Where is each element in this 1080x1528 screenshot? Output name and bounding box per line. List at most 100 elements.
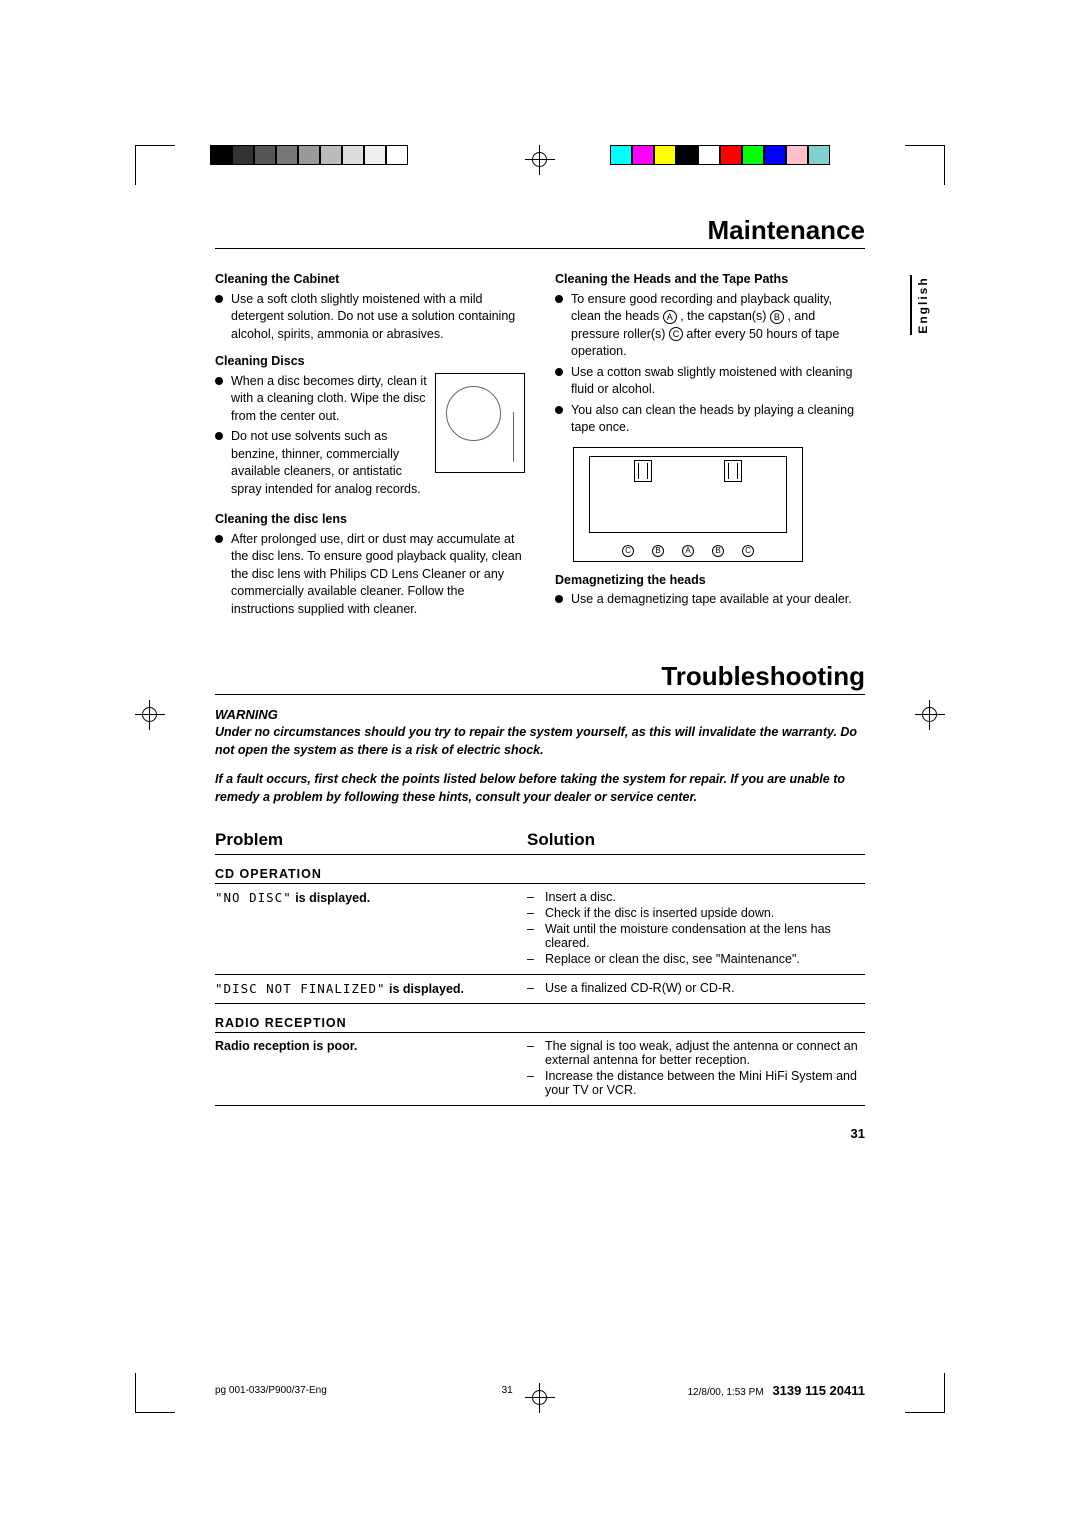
bullet-item: After prolonged use, dirt or dust may ac… [215, 531, 525, 619]
heads-subhead: Cleaning the Heads and the Tape Paths [555, 271, 865, 289]
dash-icon: – [527, 906, 545, 920]
trouble-solution: –The signal is too weak, adjust the ante… [527, 1039, 865, 1099]
bullet-item: Use a demagnetizing tape available at yo… [555, 591, 865, 609]
crosshair-icon [135, 700, 165, 730]
trouble-solution: –Use a finalized CD-R(W) or CD-R. [527, 981, 865, 997]
dash-icon: – [527, 1039, 545, 1067]
trouble-solution: –Insert a disc.–Check if the disc is ins… [527, 890, 865, 968]
trouble-row: "NO DISC" is displayed. –Insert a disc.–… [215, 884, 865, 975]
language-tab: English [910, 275, 930, 335]
warning-label: WARNING [215, 707, 865, 722]
bullet-icon [215, 432, 223, 440]
solution-text: Replace or clean the disc, see "Maintena… [545, 952, 800, 966]
color-bar-grayscale [210, 145, 408, 165]
color-bar-cmyk [610, 145, 830, 165]
col-problem-header: Problem [215, 830, 527, 850]
bullet-text: After prolonged use, dirt or dust may ac… [231, 531, 525, 619]
bullet-item: You also can clean the heads by playing … [555, 402, 865, 437]
circled-letter-a: A [663, 310, 677, 324]
trouble-problem: "DISC NOT FINALIZED" is displayed. [215, 981, 527, 997]
bullet-icon [215, 295, 223, 303]
bullet-icon [215, 535, 223, 543]
maintenance-heading: Maintenance [215, 215, 865, 249]
bullet-item: To ensure good recording and playback qu… [555, 291, 865, 361]
dash-icon: – [527, 922, 545, 950]
footer-code: 3139 115 20411 [772, 1383, 865, 1398]
solution-text: Insert a disc. [545, 890, 616, 904]
trouble-table-header: Problem Solution [215, 830, 865, 855]
col-solution-header: Solution [527, 830, 595, 850]
bullet-icon [555, 295, 563, 303]
solution-item: –Insert a disc. [527, 890, 865, 904]
trouble-row: Radio reception is poor. –The signal is … [215, 1033, 865, 1106]
corner-mark [135, 145, 175, 185]
bullet-item: Use a cotton swab slightly moistened wit… [555, 364, 865, 399]
bullet-text: Use a soft cloth slightly moistened with… [231, 291, 525, 344]
problem-tail: is displayed. [292, 891, 371, 905]
bullet-text: When a disc becomes dirty, clean it with… [231, 373, 427, 426]
troubleshooting-heading: Troubleshooting [215, 661, 865, 695]
problem-tail: is displayed. [386, 982, 465, 996]
dash-icon: – [527, 981, 545, 995]
cabinet-subhead: Cleaning the Cabinet [215, 271, 525, 289]
radio-section-label: RADIO RECEPTION [215, 1010, 865, 1033]
lcd-text: "NO DISC" [215, 890, 292, 905]
footer-date: 12/8/00, 1:53 PM [687, 1387, 763, 1398]
footer-right: 12/8/00, 1:53 PM 3139 115 20411 [687, 1383, 865, 1398]
maintenance-right-column: Cleaning the Heads and the Tape Paths To… [555, 261, 865, 621]
maintenance-left-column: Cleaning the Cabinet Use a soft cloth sl… [215, 261, 525, 621]
warning-text: Under no circumstances should you try to… [215, 724, 865, 759]
disc-cleaning-illustration [435, 373, 525, 473]
bullet-text: You also can clean the heads by playing … [571, 402, 865, 437]
warning-text: If a fault occurs, first check the point… [215, 771, 865, 806]
discs-subhead: Cleaning Discs [215, 353, 525, 371]
solution-item: –Increase the distance between the Mini … [527, 1069, 865, 1097]
maintenance-columns: Cleaning the Cabinet Use a soft cloth sl… [215, 261, 865, 621]
solution-item: –Use a finalized CD-R(W) or CD-R. [527, 981, 865, 995]
tape-heads-illustration: CBABC [573, 447, 803, 562]
bullet-icon [215, 377, 223, 385]
crosshair-icon [525, 145, 555, 175]
corner-mark [135, 1373, 175, 1413]
solution-text: Wait until the moisture condensation at … [545, 922, 865, 950]
bullet-item: Do not use solvents such as benzine, thi… [215, 428, 427, 498]
bullet-icon [555, 406, 563, 414]
footer-page: 31 [502, 1385, 513, 1396]
footer: pg 001-033/P900/37-Eng 31 12/8/00, 1:53 … [215, 1383, 865, 1398]
bullet-text: Do not use solvents such as benzine, thi… [231, 428, 427, 498]
bullet-item: Use a soft cloth slightly moistened with… [215, 291, 525, 344]
dash-icon: – [527, 952, 545, 966]
solution-text: Increase the distance between the Mini H… [545, 1069, 865, 1097]
page-number: 31 [215, 1126, 865, 1141]
cd-section-label: CD OPERATION [215, 861, 865, 884]
bullet-text: Use a demagnetizing tape available at yo… [571, 591, 865, 609]
bullet-icon [555, 368, 563, 376]
solution-text: The signal is too weak, adjust the anten… [545, 1039, 865, 1067]
circled-letter-c: C [669, 327, 683, 341]
solution-text: Use a finalized CD-R(W) or CD-R. [545, 981, 735, 995]
corner-mark [905, 145, 945, 185]
circled-letter-b: B [770, 310, 784, 324]
footer-filename: pg 001-033/P900/37-Eng [215, 1385, 327, 1396]
trouble-problem: Radio reception is poor. [215, 1039, 527, 1099]
solution-text: Check if the disc is inserted upside dow… [545, 906, 774, 920]
solution-item: –The signal is too weak, adjust the ante… [527, 1039, 865, 1067]
bullet-icon [555, 595, 563, 603]
problem-text: Radio reception is poor. [215, 1039, 357, 1053]
solution-item: –Check if the disc is inserted upside do… [527, 906, 865, 920]
lcd-text: "DISC NOT FINALIZED" [215, 981, 386, 996]
corner-mark [905, 1373, 945, 1413]
page-content: English Maintenance Cleaning the Cabinet… [215, 215, 865, 1348]
bullet-text: Use a cotton swab slightly moistened wit… [571, 364, 865, 399]
troubleshooting-section: Troubleshooting WARNING Under no circums… [215, 661, 865, 1141]
crosshair-icon [915, 700, 945, 730]
trouble-row: "DISC NOT FINALIZED" is displayed. –Use … [215, 975, 865, 1004]
lens-subhead: Cleaning the disc lens [215, 511, 525, 529]
demag-subhead: Demagnetizing the heads [555, 572, 865, 590]
trouble-problem: "NO DISC" is displayed. [215, 890, 527, 968]
bullet-item: When a disc becomes dirty, clean it with… [215, 373, 427, 426]
text-fragment: , the capstan(s) [680, 309, 770, 323]
bullet-text: To ensure good recording and playback qu… [571, 291, 865, 361]
solution-item: –Replace or clean the disc, see "Mainten… [527, 952, 865, 966]
dash-icon: – [527, 1069, 545, 1097]
